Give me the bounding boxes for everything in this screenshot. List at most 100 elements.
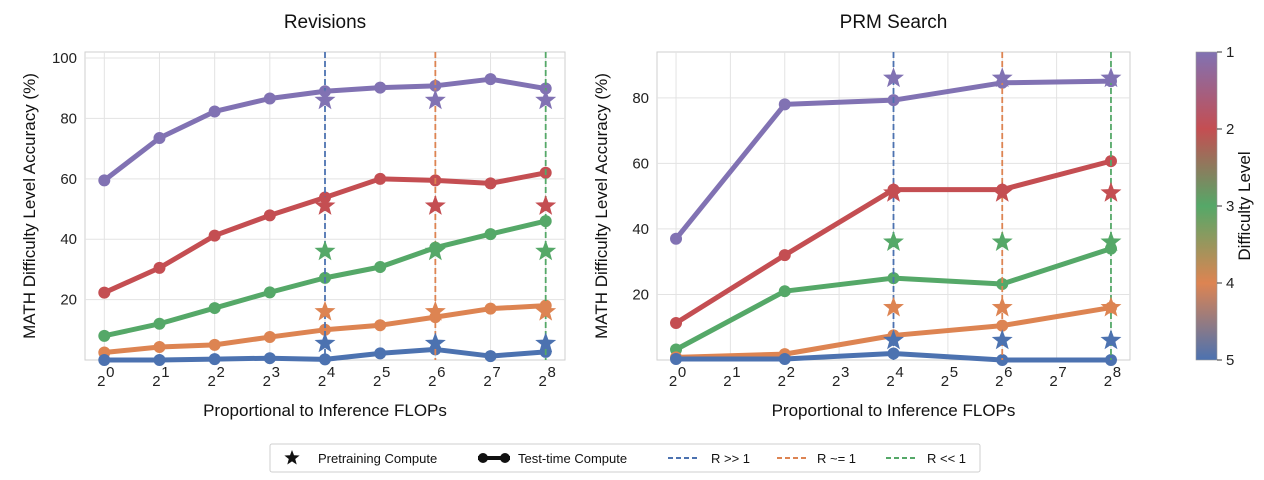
data-point-level-5 [208, 353, 221, 366]
pretraining-star-level-5 [1100, 329, 1122, 350]
pretraining-star-level-2 [991, 181, 1013, 202]
pretraining-star-level-4 [883, 296, 904, 317]
x-tick-label: 2 [941, 373, 949, 390]
colorbar-strip [1195, 51, 1218, 361]
chart-title: Revisions [284, 12, 366, 33]
x-axis-label: Proportional to Inference FLOPs [203, 401, 447, 420]
data-point-level-4 [319, 323, 331, 336]
pretraining-star-level-3 [424, 240, 446, 261]
pretraining-star-level-4 [314, 300, 336, 321]
legend-label-r-gg-1: R >> 1 [711, 451, 750, 466]
data-point-level-5 [263, 352, 276, 365]
y-tick-label: 80 [60, 110, 77, 127]
x-tick-exponent: 3 [841, 364, 849, 381]
x-tick-exponent: 0 [678, 364, 686, 381]
x-tick-label: 2 [886, 373, 894, 390]
data-point-level-4 [208, 338, 221, 351]
data-point-level-1 [778, 98, 791, 111]
x-tick-exponent: 1 [161, 364, 169, 381]
x-tick-exponent: 3 [272, 364, 280, 381]
data-point-level-2 [98, 286, 111, 299]
colorbar-tick-label: 5 [1226, 352, 1234, 369]
legend-star-icon [284, 450, 300, 465]
legend-label-r-approx-1: R ~= 1 [817, 451, 856, 466]
x-tick-label: 2 [1104, 373, 1112, 390]
pretraining-star-level-2 [424, 195, 446, 215]
x-tick-label: 2 [778, 373, 786, 390]
y-tick-label: 60 [632, 155, 649, 172]
legend-item-r-approx-1: R ~= 1 [777, 451, 856, 466]
x-tick-label: 2 [539, 373, 547, 390]
pretraining-star-level-4 [535, 300, 557, 321]
data-point-level-5 [153, 354, 166, 366]
y-tick-label: 40 [632, 221, 649, 238]
legend-marker-icon [478, 453, 488, 463]
data-point-level-4 [484, 302, 497, 315]
data-point-level-4 [263, 331, 276, 344]
data-point-level-2 [670, 316, 683, 329]
y-tick-label: 20 [60, 292, 77, 309]
pretraining-star-level-4 [424, 300, 446, 321]
chart-title: PRM Search [840, 12, 948, 33]
x-tick-label: 2 [483, 373, 491, 390]
x-tick-exponent: 5 [382, 364, 390, 381]
x-tick-label: 2 [263, 373, 271, 390]
y-tick-label: 40 [60, 231, 77, 248]
colorbar-tick-label: 3 [1226, 198, 1234, 215]
x-tick-exponent: 8 [548, 364, 556, 381]
pretraining-star-level-1 [535, 89, 557, 110]
y-axis-label: MATH Difficulty Level Accuracy (%) [20, 73, 39, 339]
pretraining-star-level-4 [1100, 296, 1122, 317]
data-point-level-1 [153, 132, 166, 145]
colorbar-tick-label: 2 [1226, 121, 1234, 138]
data-point-level-2 [208, 229, 221, 242]
data-point-level-3 [374, 260, 387, 273]
y-tick-label: 60 [60, 171, 77, 188]
legend-item-pretraining: Pretraining Compute [284, 450, 437, 466]
pretraining-star-level-5 [314, 332, 336, 353]
pretraining-star-level-1 [424, 89, 446, 110]
data-point-level-2 [484, 177, 497, 190]
data-point-level-1 [429, 79, 442, 92]
data-point-level-4 [374, 319, 387, 332]
x-tick-label: 2 [832, 373, 840, 390]
legend-box [269, 443, 981, 473]
x-tick-label: 2 [318, 373, 326, 390]
data-point-level-3 [778, 285, 791, 298]
colorbar-tick-label: 1 [1226, 44, 1234, 61]
pretraining-star-level-5 [991, 329, 1013, 350]
pretraining-star-level-1 [991, 67, 1013, 88]
data-point-level-5 [98, 354, 111, 366]
pretraining-star-level-5 [535, 332, 557, 353]
pretraining-star-level-3 [535, 240, 557, 261]
pretraining-star-level-5 [424, 332, 446, 353]
pretraining-star-level-2 [535, 195, 557, 215]
x-tick-exponent: 8 [1113, 364, 1121, 381]
data-point-level-2 [263, 209, 276, 222]
x-tick-label: 2 [97, 373, 105, 390]
pretraining-star-level-4 [991, 296, 1013, 317]
pretraining-star-level-5 [883, 329, 904, 350]
x-tick-exponent: 2 [216, 364, 224, 381]
data-point-level-3 [208, 302, 221, 315]
pretraining-star-level-3 [883, 231, 904, 251]
data-point-level-1 [263, 92, 276, 105]
pretraining-star-level-2 [883, 181, 904, 202]
x-tick-label: 2 [995, 373, 1003, 390]
legend-label-r-ll-1: R << 1 [927, 451, 966, 466]
data-point-level-2 [153, 261, 166, 274]
x-tick-exponent: 0 [106, 364, 114, 381]
legend-label-pretraining: Pretraining Compute [318, 451, 437, 466]
legend-label-testtime: Test-time Compute [518, 451, 627, 466]
data-point-level-3 [539, 215, 552, 228]
x-tick-exponent: 6 [437, 364, 445, 381]
legend-item-testtime: Test-time Compute [478, 451, 627, 466]
data-point-level-5 [484, 350, 497, 363]
data-point-level-3 [263, 286, 276, 299]
data-point-level-1 [484, 73, 497, 86]
x-tick-label: 2 [1049, 373, 1057, 390]
x-tick-exponent: 5 [950, 364, 958, 381]
x-tick-exponent: 6 [1004, 364, 1012, 381]
y-axis-label: MATH Difficulty Level Accuracy (%) [592, 73, 611, 339]
